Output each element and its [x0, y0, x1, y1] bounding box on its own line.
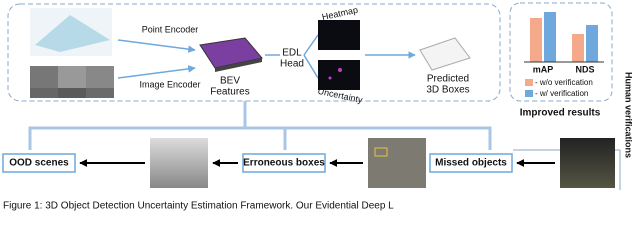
image-encoder: Image Encoder [139, 79, 200, 89]
snow-image [150, 138, 208, 188]
pipeline-frame [7, 3, 501, 102]
camera-image [58, 66, 86, 88]
heatmap: Heatmap [321, 5, 359, 22]
bar-without [572, 34, 584, 62]
map-label: mAP [533, 64, 554, 74]
legend-swatch [525, 90, 533, 97]
nds-label: NDS [575, 64, 594, 74]
legend-with: - w/ verification [535, 89, 588, 98]
ood-box [2, 153, 76, 173]
bev-edge [215, 58, 262, 72]
results-frame [509, 2, 613, 102]
bar-without [530, 18, 542, 62]
camera-image [58, 88, 86, 98]
blob [328, 76, 332, 80]
box-overlay [374, 147, 388, 157]
legend-swatch [525, 79, 533, 86]
erroneous-boxes: Erroneous boxes [243, 158, 325, 169]
bev-features: BEV Features [210, 75, 249, 97]
camera-image [86, 88, 114, 98]
ood-scenes: OOD scenes [9, 158, 69, 169]
point-encoder: Point Encoder [142, 24, 199, 34]
arrow [117, 39, 196, 53]
legend-without: - w/o verification [535, 78, 593, 87]
road-image [368, 138, 426, 188]
feedback-frame [28, 101, 492, 150]
arrow [303, 34, 319, 79]
boxes-image [419, 37, 471, 71]
bar-with [544, 12, 556, 62]
erroneous-box [242, 153, 326, 173]
edl-head: EDL Head [280, 47, 304, 69]
caption: Figure 1: 3D Object Detection Uncertaint… [3, 201, 394, 211]
bar-with [586, 25, 598, 62]
blob [338, 68, 342, 72]
arrow [117, 65, 196, 79]
results-caption: Improved results [520, 108, 601, 119]
camera-image [30, 88, 58, 98]
camera-image [30, 66, 58, 88]
missed-box [429, 153, 513, 173]
night-image [560, 138, 615, 188]
lidar-points [35, 15, 110, 52]
missed-objects: Missed objects [435, 158, 507, 169]
heatmap-image [318, 20, 360, 50]
human-verifications: Human verifications [624, 72, 634, 158]
predicted: Predicted 3D Boxes [426, 73, 469, 95]
uncertainty-image [318, 60, 360, 90]
figure: Point Encoder Image Encoder BEV Features … [2, 2, 634, 211]
camera-image [86, 66, 114, 88]
